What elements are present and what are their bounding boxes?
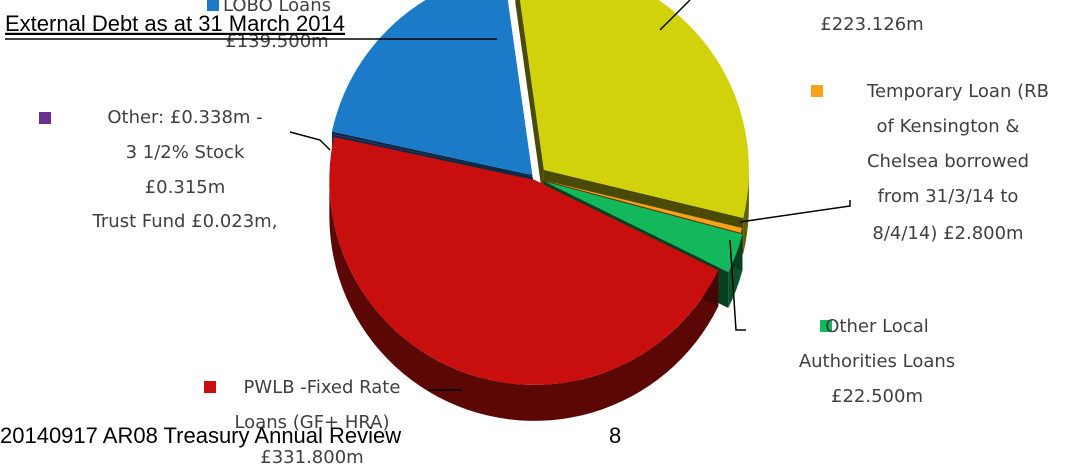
slice-side — [743, 169, 749, 254]
pie-chart — [329, 0, 749, 421]
slice — [329, 136, 719, 385]
slice-label: £139.500m — [225, 31, 328, 52]
leader-line — [659, 0, 691, 31]
slice-label: £331.800m — [260, 447, 363, 468]
slice-label: Chelsea borrowed — [867, 151, 1029, 172]
slice-edge — [515, 0, 544, 206]
legend-swatch — [207, 0, 219, 11]
slice-label: 3 1/2% Stock — [126, 142, 245, 163]
slice — [542, 179, 743, 233]
footer-document: 20140917 AR08 Treasury Annual Review — [0, 423, 401, 448]
slice-label: £223.126m — [820, 14, 923, 35]
slice-label: Authorities Loans — [799, 351, 955, 372]
slice-labels: £223.126m Temporary Loan (RB of Kensington… — [39, 0, 1049, 468]
slice — [544, 181, 743, 273]
legend-swatch — [820, 320, 832, 332]
slice-label: from 31/3/14 to — [878, 186, 1019, 207]
slice-side — [329, 179, 719, 421]
slice — [332, 134, 534, 178]
legend-swatch — [811, 85, 823, 97]
slice-label: LOBO Loans — [223, 0, 331, 16]
slice-label: of Kensington & — [877, 116, 1020, 137]
slice-label: Other: £0.338m - — [107, 107, 262, 128]
slice-label: Trust Fund £0.023m, — [92, 211, 278, 232]
leader-line — [739, 200, 851, 223]
page-title: External Debt as at 31 March 2014 — [5, 11, 345, 36]
slice-label: PWLB -Fixed Rate — [244, 377, 401, 398]
slice-label: £0.315m — [145, 177, 226, 198]
slice-label: Temporary Loan (RB — [866, 81, 1049, 102]
legend-swatch — [39, 112, 51, 124]
slice — [520, 0, 749, 218]
slice-label: Loans (GF+ HRA) — [234, 412, 389, 433]
legend-swatch — [204, 381, 216, 393]
slice-label: Other Local — [825, 316, 928, 337]
slice-label: £22.500m — [831, 386, 923, 407]
leader-line — [729, 239, 746, 331]
slice — [331, 0, 533, 176]
slice-label: 8/4/14) £2.800m — [872, 223, 1023, 244]
footer-page: 8 — [609, 423, 621, 448]
leader-line — [289, 131, 331, 151]
